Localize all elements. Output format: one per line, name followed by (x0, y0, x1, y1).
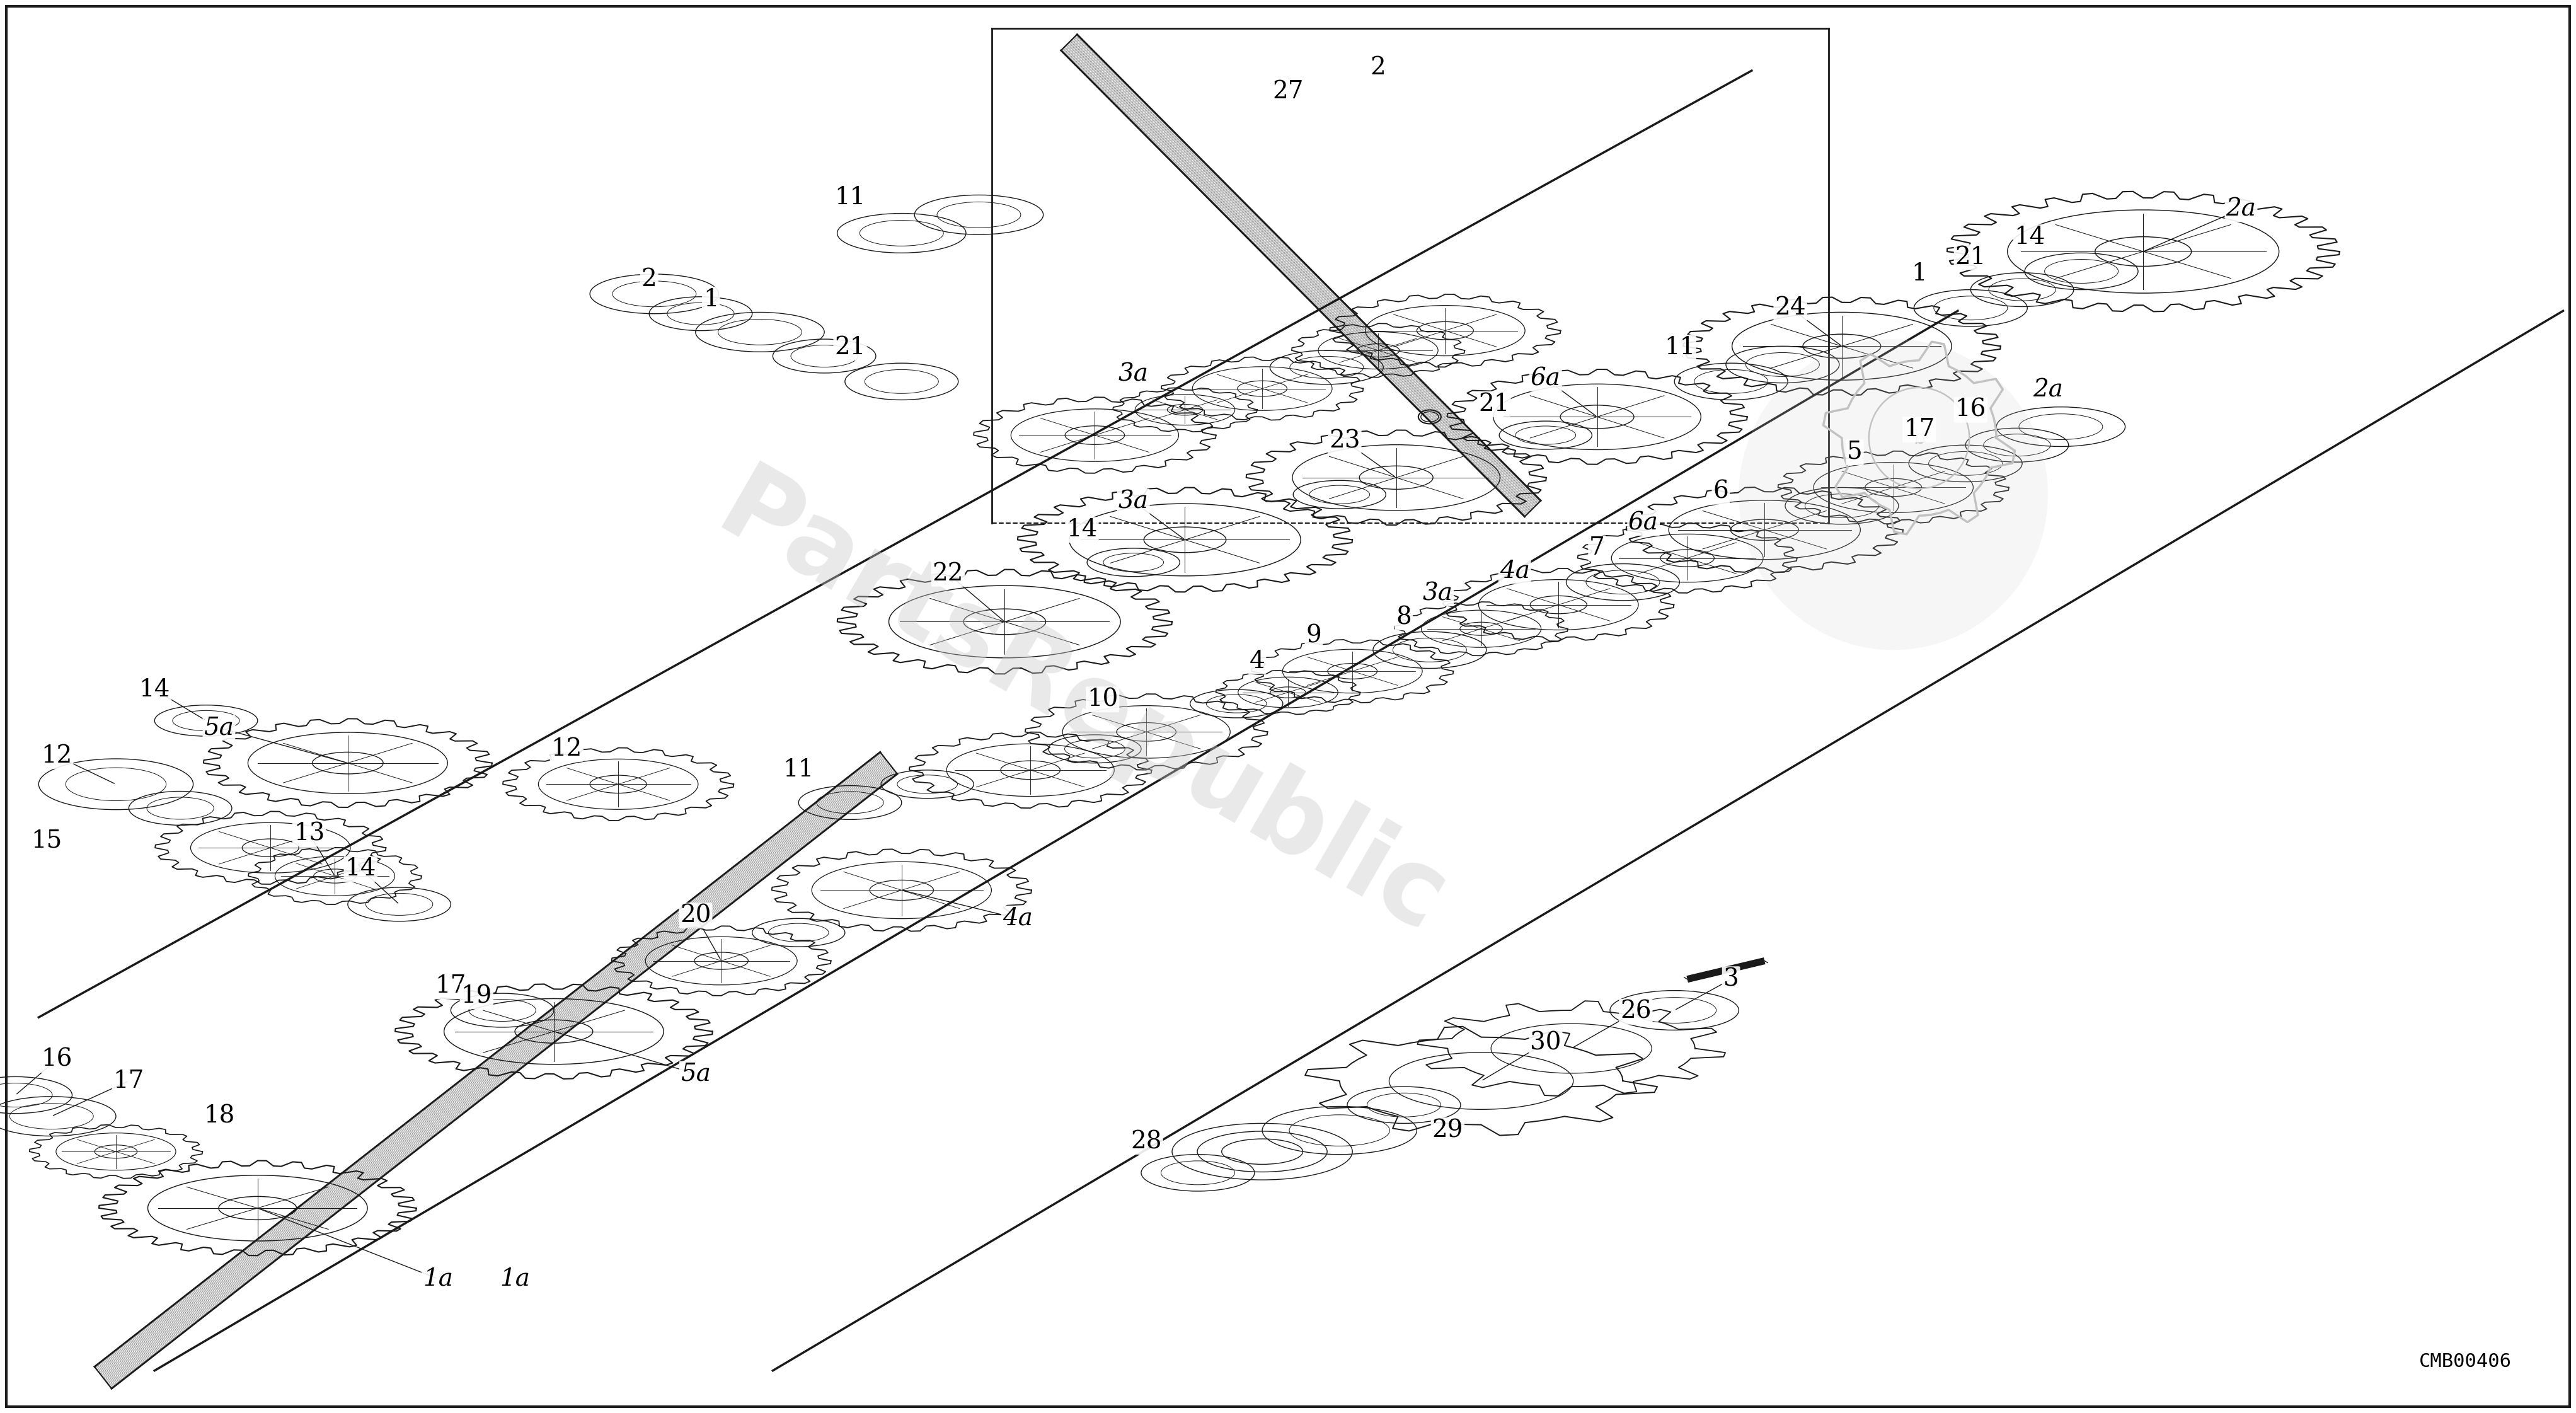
Text: 24: 24 (1775, 297, 1806, 319)
Text: 17: 17 (113, 1070, 144, 1092)
Text: 14: 14 (1066, 519, 1097, 541)
Text: 7: 7 (1589, 537, 1605, 560)
Text: 21: 21 (1479, 393, 1510, 415)
Text: 16: 16 (1955, 398, 1986, 421)
Text: 4a: 4a (1002, 907, 1033, 930)
Text: 4: 4 (1249, 650, 1265, 673)
Text: 10: 10 (1087, 688, 1118, 711)
Text: 11: 11 (1664, 336, 1695, 359)
Text: 1: 1 (703, 288, 719, 311)
Text: 20: 20 (680, 904, 711, 927)
Text: 16: 16 (41, 1048, 72, 1071)
Text: 14: 14 (345, 858, 376, 880)
Text: 22: 22 (933, 562, 963, 585)
Text: 8: 8 (1396, 606, 1412, 629)
Text: 2a: 2a (2032, 379, 2063, 401)
Text: 14: 14 (2014, 226, 2045, 249)
Text: 26: 26 (1620, 1000, 1651, 1023)
Text: 30: 30 (1530, 1031, 1561, 1054)
Text: 13: 13 (294, 822, 325, 845)
Text: 15: 15 (31, 829, 62, 852)
Text: 3a: 3a (1118, 363, 1149, 386)
Text: 12: 12 (41, 745, 72, 767)
Text: 5a: 5a (204, 716, 234, 739)
Text: 4a: 4a (1499, 560, 1530, 582)
Text: 11: 11 (783, 759, 814, 781)
Text: 11: 11 (835, 187, 866, 209)
Text: 21: 21 (835, 336, 866, 359)
Text: 6a: 6a (1530, 367, 1561, 390)
Text: 21: 21 (1955, 246, 1986, 268)
Text: b: b (1914, 430, 1924, 447)
Text: 12: 12 (551, 738, 582, 760)
Text: 6: 6 (1713, 480, 1728, 503)
Text: 23: 23 (1329, 430, 1360, 452)
Text: 3a: 3a (1118, 490, 1149, 513)
Text: PartsRepublic: PartsRepublic (701, 456, 1463, 957)
Text: 6a: 6a (1628, 512, 1659, 534)
Text: 1a: 1a (422, 1267, 453, 1290)
Text: 17: 17 (435, 975, 466, 998)
Text: CMB00406: CMB00406 (2419, 1352, 2512, 1371)
Text: 17: 17 (1904, 418, 1935, 441)
Text: 27: 27 (1273, 81, 1303, 103)
Text: 5a: 5a (680, 1063, 711, 1085)
Ellipse shape (1739, 339, 2048, 650)
Text: 28: 28 (1131, 1130, 1162, 1153)
Text: 29: 29 (1432, 1119, 1463, 1142)
Text: 1: 1 (1911, 263, 1927, 285)
Text: 1a: 1a (500, 1267, 531, 1290)
Text: 2a: 2a (2226, 198, 2257, 220)
Text: 3: 3 (1723, 968, 1739, 991)
Text: 2: 2 (1370, 57, 1386, 79)
Text: 14: 14 (139, 678, 170, 701)
Text: 2: 2 (641, 268, 657, 291)
Text: 5: 5 (1847, 441, 1862, 463)
Text: 3a: 3a (1422, 582, 1453, 605)
Text: 19: 19 (461, 985, 492, 1007)
Text: 18: 18 (204, 1105, 234, 1128)
Text: 9: 9 (1306, 625, 1321, 647)
